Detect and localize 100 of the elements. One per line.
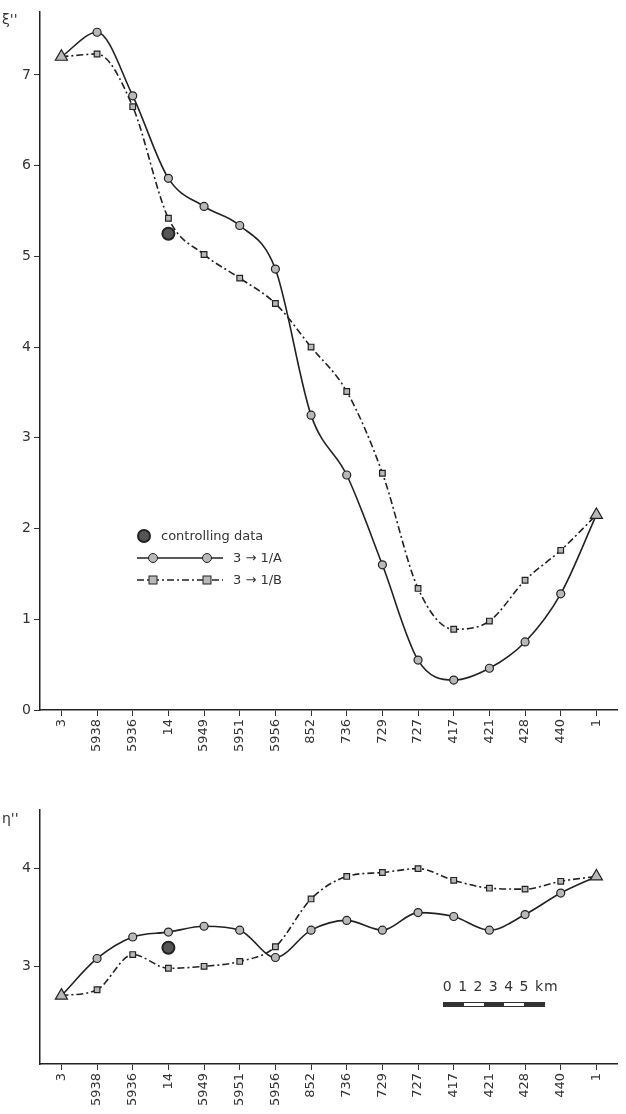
x-tick-label: 852	[302, 719, 318, 744]
point	[235, 925, 245, 935]
x-tick-label: 1	[587, 1073, 603, 1082]
point	[270, 264, 280, 274]
point	[93, 50, 101, 58]
y-tick-label: 5	[22, 247, 31, 263]
x-tick-label: 14	[159, 1073, 175, 1090]
x-tick-label: 1	[587, 719, 603, 728]
point	[93, 986, 101, 994]
x-tick-label: 3	[52, 1073, 68, 1082]
legend-label: 3 → 1/A	[233, 549, 282, 567]
point	[54, 49, 69, 61]
y-tick-label: 3	[22, 956, 31, 973]
x-tick-label: 5936	[124, 1073, 140, 1107]
x-tick-label: 729	[373, 719, 389, 744]
legend-label: controlling data	[161, 527, 264, 545]
point	[92, 27, 102, 37]
point	[413, 655, 423, 665]
point	[414, 585, 422, 592]
x-tick-label: 736	[338, 719, 354, 744]
point	[521, 885, 529, 893]
x-tick-label: 5938	[88, 1073, 104, 1107]
y-tick-label: 2	[22, 519, 31, 536]
point	[520, 909, 530, 920]
x-tick-label: 5951	[231, 719, 247, 753]
x-tick-label: 428	[516, 719, 532, 744]
y-tick-label: 1	[22, 609, 31, 626]
point	[378, 869, 386, 876]
x-tick-label: 421	[480, 1073, 496, 1098]
y-tick-label: 0	[22, 700, 31, 717]
x-tick-label: 5956	[266, 719, 282, 753]
point	[164, 214, 172, 222]
x-tick-label: 428	[516, 1073, 532, 1098]
point	[413, 907, 423, 918]
annotation: 0 1 2 3 4 5 km	[442, 978, 559, 994]
point	[378, 469, 386, 477]
point	[54, 988, 69, 1000]
y-axis-title: η''	[2, 809, 19, 826]
point	[128, 932, 138, 942]
point	[557, 877, 565, 885]
point	[343, 873, 351, 880]
point	[377, 560, 387, 570]
y-axis-title: ξ''	[2, 11, 18, 28]
legend-label: 3 → 1/B	[233, 571, 282, 589]
point	[307, 895, 315, 903]
point	[236, 274, 244, 282]
x-tick-label: 727	[409, 1073, 425, 1098]
point	[92, 953, 102, 964]
x-tick-label: 5936	[124, 719, 140, 753]
point	[484, 925, 494, 935]
point	[236, 958, 244, 965]
point	[556, 589, 566, 599]
point	[450, 876, 458, 884]
point	[306, 925, 316, 935]
point	[199, 201, 209, 212]
x-tick-label: 727	[409, 719, 425, 744]
x-tick-label: 417	[445, 719, 461, 744]
point	[307, 343, 315, 351]
point	[520, 637, 530, 647]
point	[200, 251, 208, 258]
point	[414, 865, 422, 873]
point	[235, 220, 245, 231]
point	[163, 173, 173, 183]
x-tick-label: 14	[159, 719, 175, 736]
point	[271, 300, 279, 307]
y-tick-label: 4	[22, 337, 32, 354]
point	[200, 962, 208, 970]
point	[306, 410, 316, 420]
x-tick-label: 5938	[88, 719, 104, 753]
point	[484, 663, 494, 673]
x-tick-label: 729	[373, 1073, 389, 1098]
x-tick-label: 5956	[266, 1073, 282, 1107]
x-tick-label: 421	[480, 719, 496, 744]
point	[557, 546, 565, 554]
x-tick-label: 852	[302, 1073, 318, 1098]
point	[377, 925, 387, 935]
x-tick-label: 440	[552, 1073, 568, 1098]
point	[449, 911, 459, 922]
y-tick-label: 3	[22, 428, 31, 445]
point	[342, 470, 352, 480]
x-tick-label: 736	[338, 1073, 354, 1098]
point	[129, 951, 137, 959]
point	[164, 964, 172, 972]
point	[270, 952, 280, 963]
point	[521, 576, 529, 584]
x-tick-label: 5949	[195, 719, 211, 753]
point	[485, 884, 493, 892]
point	[450, 625, 458, 633]
point	[129, 103, 137, 111]
point	[449, 675, 459, 685]
point	[199, 921, 209, 931]
x-tick-label: 5949	[195, 1073, 211, 1107]
y-tick-label: 6	[22, 156, 32, 173]
point	[342, 915, 352, 925]
y-tick-label: 4	[22, 859, 32, 876]
x-tick-label: 5951	[231, 1073, 247, 1107]
point	[343, 388, 351, 395]
point	[485, 617, 493, 625]
point	[163, 927, 173, 937]
point	[271, 943, 279, 951]
